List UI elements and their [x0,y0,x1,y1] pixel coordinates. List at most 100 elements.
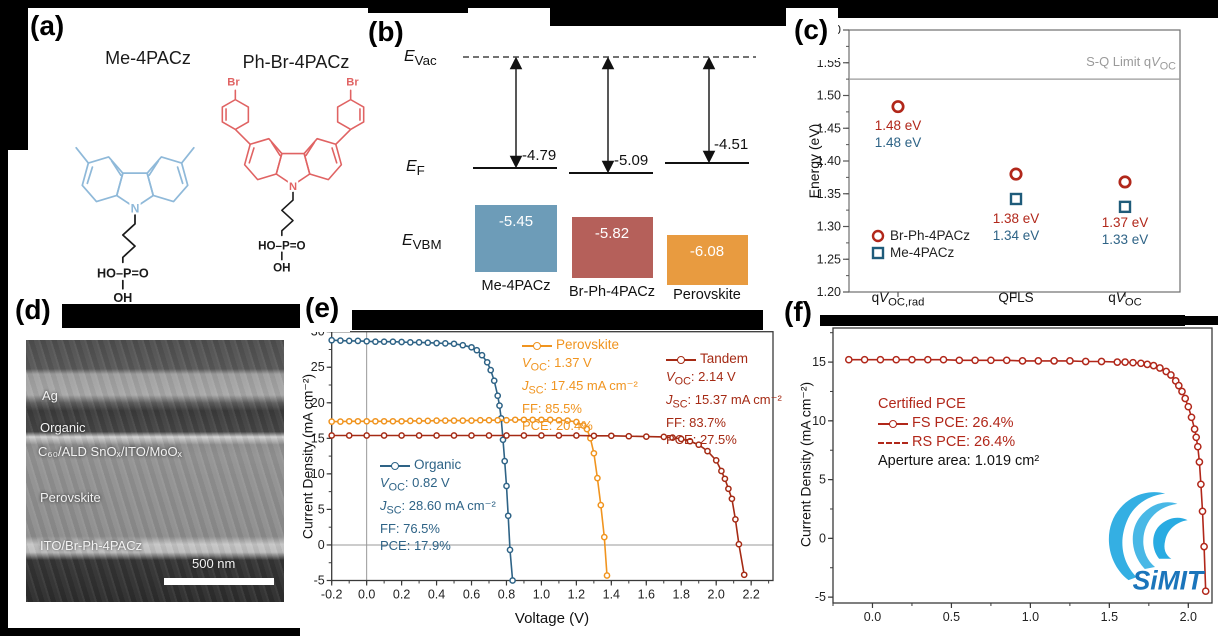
molecule-name-right: Ph-Br-4PACz [242,52,350,72]
top-notch-c [550,0,786,26]
molecule-structure-me4pacz: N HO–P=O OH [75,146,195,306]
fs-line-sample [878,419,908,428]
panel-ab-background: Me-4PACz Ph-Br-4PACz N HO–P=O OH [8,8,787,306]
material-label-brph4pacz: Br-Ph-4PACz [569,284,655,300]
sem-scale-text: 500 nm [192,556,236,571]
svg-text:2.2: 2.2 [742,588,759,602]
sem-layer-ito-sam: ITO/Br-Ph-4PACz [40,538,143,553]
panel-c-label-patch [786,8,838,60]
simit-logo-text: SiMIT [1133,565,1206,595]
e-y-axis-title: Current Density (mA cm⁻²) [299,373,316,540]
svg-text:0.0: 0.0 [864,610,881,624]
svg-text:10: 10 [311,467,325,481]
fermi-value-perovskite: -4.51 [714,136,748,153]
rs-line-sample [878,438,908,447]
svg-text:1.33 eV: 1.33 eV [1102,232,1149,247]
svg-text:1.37 eV: 1.37 eV [1102,215,1149,230]
bar-above-d [62,308,290,328]
material-label-me4pacz: Me-4PACz [481,278,550,294]
vbm-box-perovskite [667,235,748,285]
svg-text:1.0: 1.0 [533,588,550,602]
svg-text:20: 20 [311,396,325,410]
svg-text:10: 10 [812,414,826,428]
svg-text:2.0: 2.0 [1180,610,1197,624]
svg-text:1.2: 1.2 [568,588,585,602]
panel-label-f: (f) [784,296,812,327]
bar-above-f [820,315,1185,326]
svg-text:0.5: 0.5 [943,610,960,624]
material-label-perovskite: Perovskite [673,287,741,303]
svg-text:0.4: 0.4 [428,588,445,602]
top-notch-b [368,0,468,13]
svg-text:1.50: 1.50 [817,89,841,103]
legend-organic: Organic VOC: 0.82 V JSC: 28.60 mA cm⁻² F… [380,457,496,554]
f-y-axis-title: Current Density (mA cm⁻²) [797,381,814,548]
fermi-value-brph4pacz: -5.09 [614,152,648,169]
panel-f-chart: 0.0 0.5 1.0 1.5 2.0 -5 0 5 10 15 Current Density … [786,325,1218,636]
vbm-value-brph4pacz: -5.82 [595,225,629,242]
panel-label-b: (b) [368,16,404,47]
legend-tandem: Tandem VOC: 2.14 V JSC: 15.37 mA cm⁻² FF… [666,351,782,448]
c-category-qvocrad: qVOC,rad [871,290,925,309]
panel-c-chart: 1.201.251.301.351.401.451.501.551.601.48… [786,18,1218,316]
svg-text:1.0: 1.0 [1022,610,1039,624]
bar-above-e [352,310,763,330]
panel-label-d: (d) [15,294,51,325]
svg-text:-5: -5 [815,590,826,604]
fermi-value-me4pacz: -4.79 [522,147,556,164]
svg-text:1.20: 1.20 [817,285,841,299]
svg-text:15: 15 [812,355,826,369]
organic-line-sample [380,461,410,470]
vbm-box-brph4pacz [572,217,653,278]
svg-text:1.6: 1.6 [638,588,655,602]
svg-text:0.6: 0.6 [463,588,480,602]
panel-label-a: (a) [30,10,65,41]
svg-text:1.40: 1.40 [817,154,841,168]
hydroxyl-label: OH [113,291,132,305]
svg-text:0.0: 0.0 [358,588,375,602]
panel-d-label-patch [8,293,62,335]
evac-label: EVac [404,48,437,69]
certified-pce-legend: Certified PCE FS PCE: 26.4% RS PCE: 26.4… [878,396,1040,469]
panel-label-c: (c) [794,14,829,45]
svg-text:1.30: 1.30 [817,220,841,234]
svg-text:15: 15 [311,431,325,445]
svg-text:5: 5 [318,502,325,516]
panel-f-label-patch [779,296,825,346]
aperture-area-text: Aperture area: 1.019 cm² [878,453,1040,469]
br-atom-label-right: Br [346,77,359,89]
sq-limit-label: S-Q Limit qVOC [1086,54,1176,73]
jv-curves-chart: -0.2 0.0 0.2 0.4 0.6 0.8 1.0 1.2 1.4 1.6 1.8 2.0 2.2… [311,325,774,602]
svg-text:1.8: 1.8 [673,588,690,602]
phosphonic-group-label: HO–P=O [258,239,305,252]
evbm-label: EVBM [402,232,442,253]
svg-text:1.4: 1.4 [603,588,620,602]
sem-scale-bar [164,578,274,585]
svg-text:Me-4PACz: Me-4PACz [890,245,955,260]
tandem-line-sample [666,355,696,364]
svg-text:25: 25 [311,360,325,374]
svg-text:0.2: 0.2 [393,588,410,602]
panel-e-chart: -0.2 0.0 0.2 0.4 0.6 0.8 1.0 1.2 1.4 1.6 1.8 2.0 2.2… [300,300,787,636]
vbm-value-perovskite: -6.08 [690,243,724,260]
svg-text:-5: -5 [314,574,325,588]
svg-text:1.5: 1.5 [1101,610,1118,624]
c-y-axis-title: Energy (eV) [806,123,822,199]
panel-e-label-patch [300,292,350,332]
legend-perovskite: Perovskite VOC: 1.37 V JSC: 17.45 mA cm⁻… [522,337,638,434]
ef-label: EF [406,158,425,179]
svg-text:1.38 eV: 1.38 eV [993,211,1040,226]
panel-d-sem: Ag Organic C₆₀/ALD SnOₓ/ITO/MoOₓ Perovsk… [8,328,304,628]
svg-text:1.34 eV: 1.34 eV [993,228,1040,243]
n-atom-label: N [289,181,297,193]
sem-layer-perovskite: Perovskite [40,490,101,505]
svg-text:0: 0 [819,531,826,545]
svg-text:Br-Ph-4PACz: Br-Ph-4PACz [890,228,970,243]
svg-text:5: 5 [819,473,826,487]
svg-text:1.45: 1.45 [817,121,841,135]
sem-layer-c60-stack: C₆₀/ALD SnOₓ/ITO/MoOₓ [38,444,182,459]
e-x-axis-title: Voltage (V) [514,610,590,627]
vbm-box-me4pacz [475,205,557,272]
molecule-name-left: Me-4PACz [105,48,191,68]
sem-cross-section-image: Ag Organic C₆₀/ALD SnOₓ/ITO/MoOₓ Perovsk… [26,340,284,602]
